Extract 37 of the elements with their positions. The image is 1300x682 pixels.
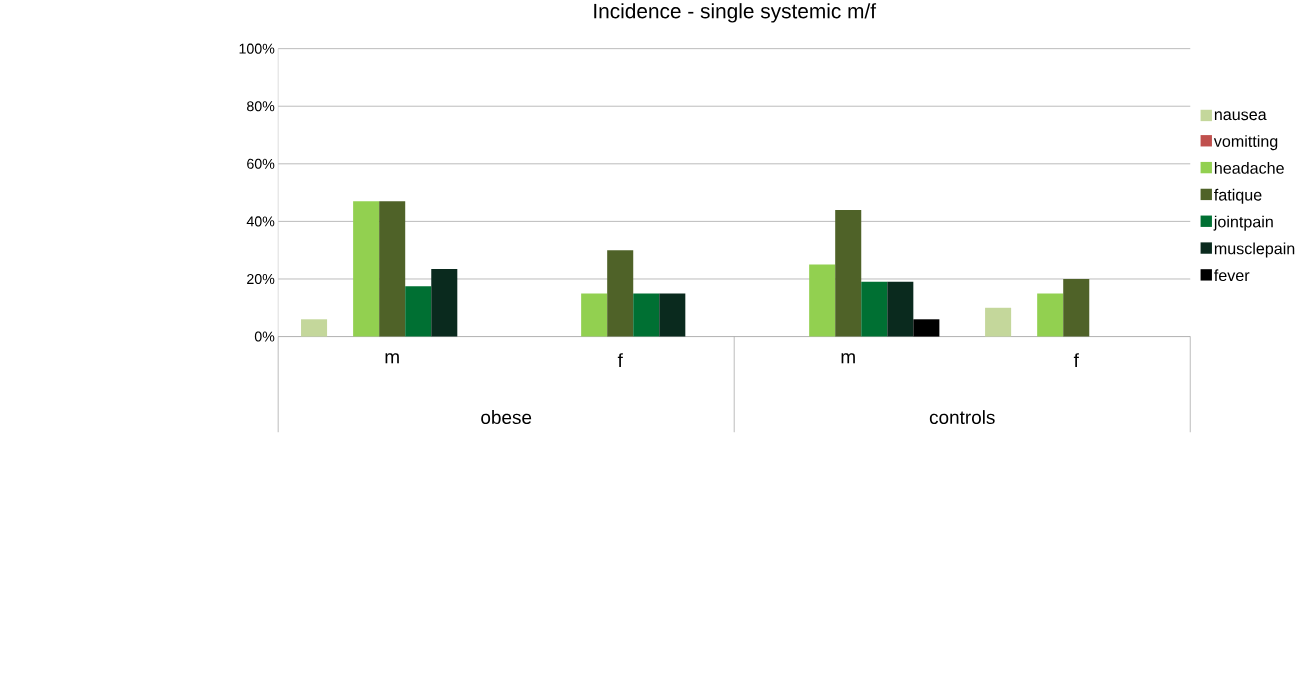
bar [1037,293,1064,337]
bar [659,293,686,337]
bar [633,293,660,337]
legend-label: headache [1214,161,1284,174]
legend-label: nausea [1214,111,1267,121]
bar [887,281,914,337]
bar [581,293,608,337]
x-tick-label: f [1073,353,1079,367]
legend-label: vomitting [1213,135,1278,151]
bar [379,201,406,337]
bar [985,307,1012,337]
x-tick-label: m [385,353,399,364]
legend-label: fatique [1214,188,1262,204]
y-tick-label: 100% [239,43,275,54]
bar [431,268,458,337]
x-tick-label: f [617,353,623,367]
chart-title: Incidence - single systemic m/f [594,3,877,23]
bar [353,201,380,337]
bar [405,286,432,337]
bar [809,264,836,337]
legend-label: jointpain [1213,215,1273,231]
bar [301,319,328,337]
bar [607,250,634,337]
bar [835,209,862,337]
legend-label: fever [1214,269,1250,282]
y-tick-label: 40% [246,216,275,227]
text: controls [929,410,995,424]
bar [913,319,940,337]
text: obese [481,410,532,424]
bar [861,281,888,337]
y-tick-label: 0% [254,331,275,342]
x-tick-label: m [841,353,855,364]
bar [1063,278,1090,337]
y-tick-label: 80% [247,101,275,112]
y-tick-label: 60% [247,158,275,169]
y-tick-label: 20% [247,273,275,284]
legend-label: musclepain [1214,242,1295,258]
